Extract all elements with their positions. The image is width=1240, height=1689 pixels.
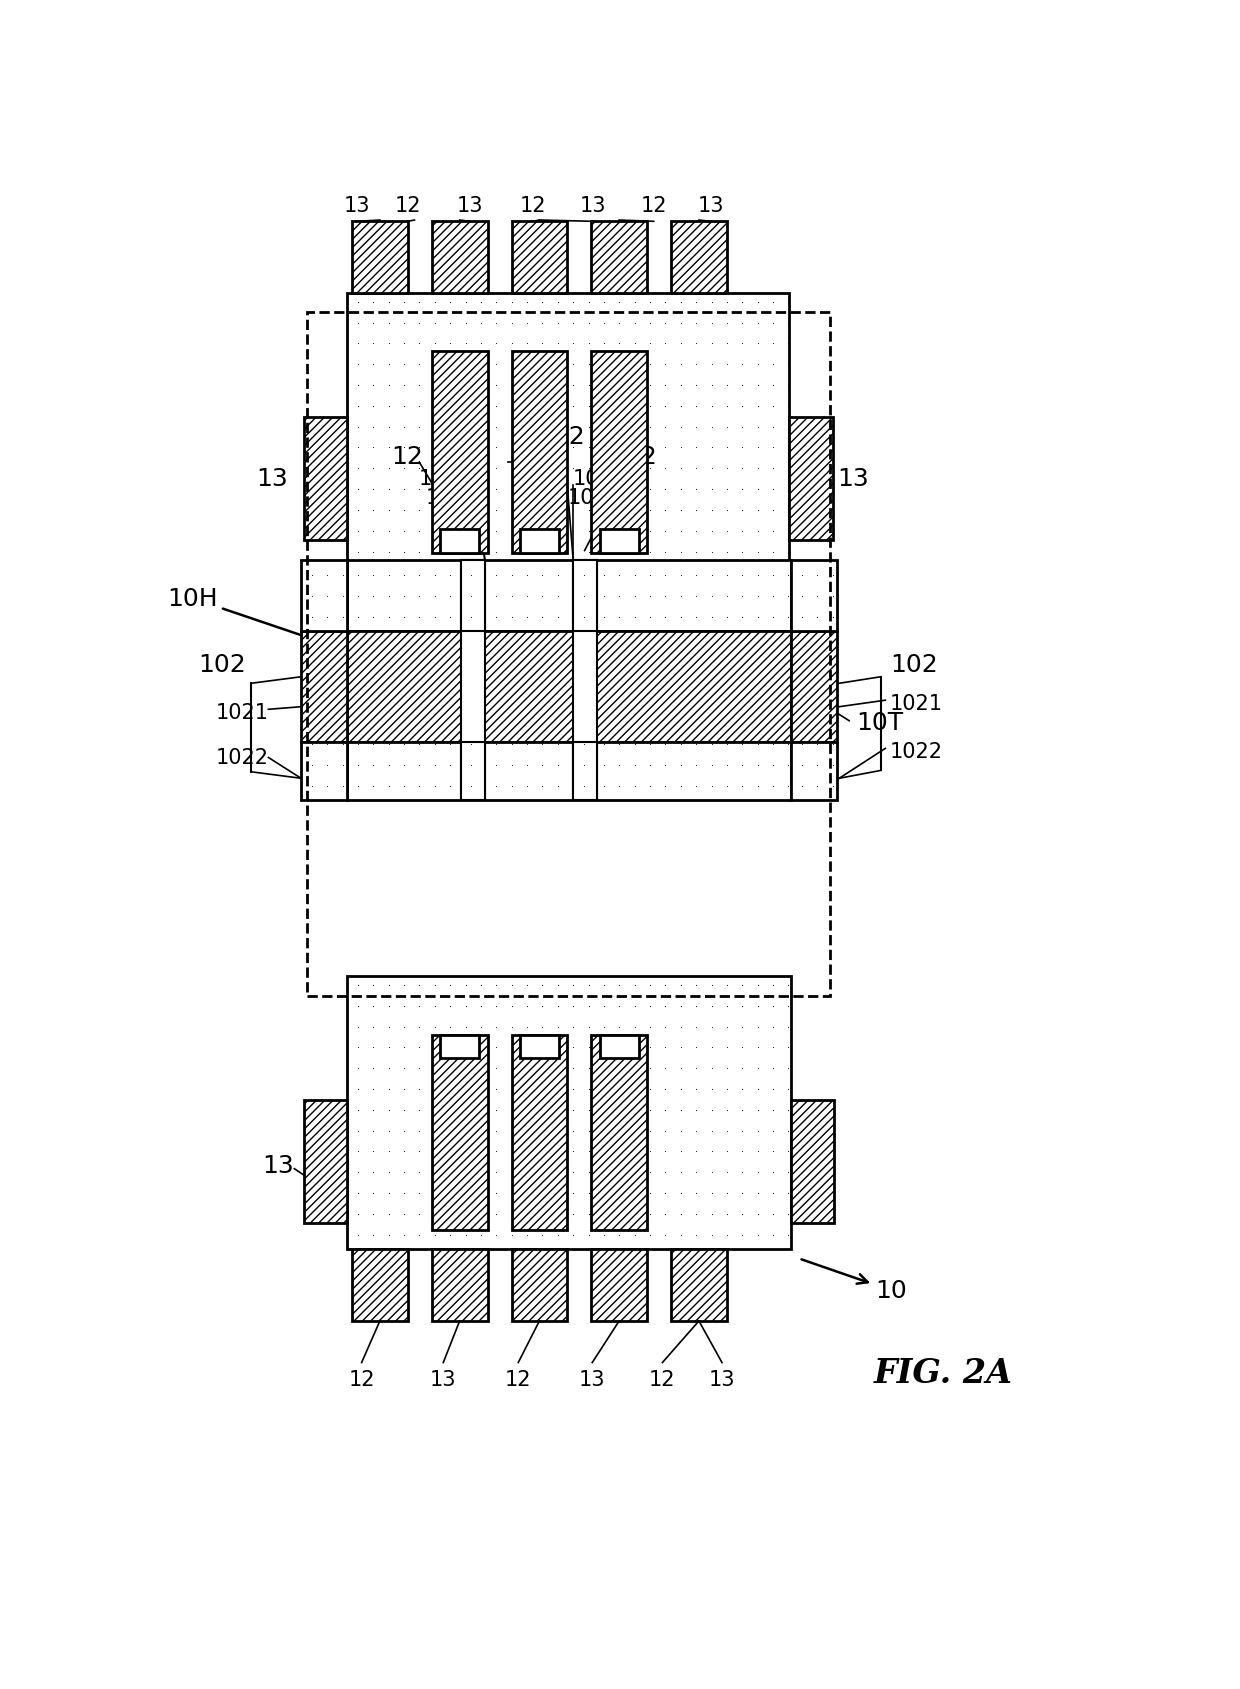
Bar [432, 353, 487, 554]
Bar [512, 223, 567, 294]
Text: 13: 13 [709, 1370, 735, 1390]
Bar [791, 632, 837, 743]
Text: 10T: 10T [857, 711, 904, 735]
Bar [352, 1250, 408, 1321]
Text: 13: 13 [343, 196, 370, 216]
Bar [304, 1100, 347, 1223]
Text: FIG. 2A: FIG. 2A [873, 1356, 1013, 1390]
Text: 1022: 1022 [890, 741, 944, 762]
Text: 12: 12 [641, 196, 667, 216]
Bar [432, 1035, 487, 1230]
Bar [573, 743, 598, 801]
Bar [301, 561, 347, 632]
Bar [440, 1035, 479, 1059]
Bar [791, 743, 837, 801]
Text: 102: 102 [198, 652, 247, 676]
Bar [347, 561, 791, 632]
Text: 102: 102 [537, 424, 585, 449]
Bar [440, 530, 479, 554]
Bar [512, 353, 567, 554]
Bar [600, 530, 639, 554]
Bar [520, 1035, 559, 1059]
Bar [591, 353, 647, 554]
Bar [791, 1100, 835, 1223]
Text: 13: 13 [837, 466, 868, 490]
Text: 12: 12 [625, 444, 657, 468]
Bar [671, 223, 727, 294]
Bar [512, 1035, 567, 1230]
Bar [789, 417, 832, 540]
Text: 1021: 1021 [425, 488, 479, 508]
Text: 1022: 1022 [216, 748, 268, 768]
Bar [432, 223, 487, 294]
Bar [301, 632, 347, 743]
Bar [591, 1250, 647, 1321]
Bar [520, 530, 559, 554]
Bar [304, 417, 347, 540]
Bar [347, 976, 791, 1250]
Bar [791, 561, 837, 632]
Bar [512, 1250, 567, 1321]
Text: 13: 13 [257, 466, 288, 490]
Bar [591, 223, 647, 294]
Text: 10H: 10H [167, 586, 322, 645]
Text: 1022: 1022 [573, 468, 626, 488]
Bar [573, 561, 598, 632]
Bar [352, 223, 408, 294]
Bar [301, 743, 347, 801]
Text: 13: 13 [430, 1370, 456, 1390]
Text: 1021: 1021 [890, 694, 944, 713]
Text: 12: 12 [391, 444, 423, 468]
Text: 12: 12 [394, 196, 422, 216]
Bar [347, 294, 789, 568]
Text: 13: 13 [262, 1154, 294, 1177]
Bar [460, 743, 485, 801]
Bar [460, 561, 485, 801]
Bar [460, 561, 485, 632]
Bar [306, 312, 830, 997]
Bar [347, 743, 791, 801]
Bar [432, 1250, 487, 1321]
Text: 12: 12 [348, 1370, 374, 1390]
Text: 12: 12 [520, 196, 546, 216]
Text: 12: 12 [505, 1370, 532, 1390]
Text: 1021: 1021 [567, 488, 620, 508]
Bar [591, 1035, 647, 1230]
Text: 10: 10 [801, 1260, 908, 1302]
Text: 13: 13 [580, 196, 606, 216]
Bar [671, 1250, 727, 1321]
Bar [573, 561, 598, 801]
Bar [600, 1035, 639, 1059]
Text: 13: 13 [458, 196, 484, 216]
Text: 12: 12 [650, 1370, 676, 1390]
Text: 13: 13 [697, 196, 724, 216]
Bar [347, 632, 791, 743]
Text: 1021: 1021 [216, 703, 268, 723]
Text: 1022: 1022 [419, 468, 472, 488]
Text: 13: 13 [579, 1370, 605, 1390]
Text: 102: 102 [890, 652, 937, 676]
